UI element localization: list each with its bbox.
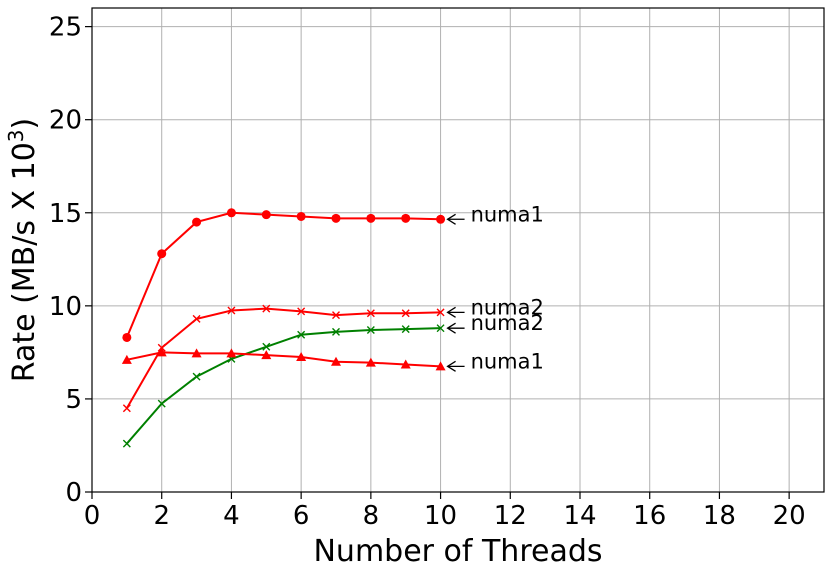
series-layer [121,208,446,448]
series-line [125,307,441,409]
data-point-circle [122,332,132,342]
y-tick-label: 20 [49,106,82,136]
grid [91,8,824,493]
data-point-triangle [156,347,167,357]
data-point-triangle [191,348,202,358]
data-point-circle [157,249,167,259]
data-point-circle [261,210,271,220]
annotation: numa2 [446,295,544,319]
data-point-x [192,314,201,323]
y-tick-label: 25 [49,13,82,43]
data-point-x [157,399,166,408]
x-tick-label: 18 [703,501,736,531]
annotation-label: numa1 [471,349,544,373]
data-point-x [332,327,340,336]
series-1 [122,208,446,342]
annotation-label: numa2 [471,311,544,335]
data-point-triangle [435,361,446,371]
data-point-x [436,324,445,333]
annotation-arrowhead [446,306,456,318]
plot-frame [91,7,825,493]
annotation-arrowhead [446,360,456,372]
x-tick-label: 6 [293,501,310,531]
data-point-circle [296,211,306,221]
y-tick-label: 10 [49,292,82,322]
x-tick-label: 10 [424,501,457,531]
data-point-triangle [226,348,237,358]
data-point-circle [401,213,411,223]
data-point-x [297,307,306,316]
data-point-x [227,306,236,315]
annotation: numa1 [446,349,544,373]
data-point-triangle [331,356,341,366]
annotation: numa2 [446,311,544,335]
series-3 [122,324,445,448]
annotation: numa1 [446,202,544,226]
x-tick-label: 16 [633,501,666,531]
data-point-x [366,326,375,335]
y-tick-label: 15 [49,199,82,229]
data-point-x [436,308,445,317]
data-point-x [401,325,410,334]
data-point-circle [226,208,236,218]
data-point-x [262,342,271,351]
data-point-circle [436,214,446,224]
data-point-x [122,439,131,448]
data-point-triangle [296,352,307,362]
y-tick-label: 0 [65,478,82,508]
series-line [126,351,441,368]
x-tick-label: 8 [363,501,380,531]
x-axis-label: Number of Threads [313,534,602,569]
series-line [125,211,441,338]
x-tick-label: 2 [153,501,170,531]
series-2 [122,304,445,413]
annotation-label: numa2 [471,295,544,319]
data-point-triangle [261,350,272,360]
y-axis-label-sup: 3 [4,129,28,142]
axis-ticks: 0 2 4 6 8 10 12 14 16 18 20 0 5 10 15 20 25 [49,13,806,531]
data-point-x [192,372,201,381]
series-4 [121,347,446,371]
y-axis-label-close: ) [7,118,42,130]
data-point-x [332,311,340,320]
y-axis-label: Rate (MB/s X 103) [4,118,42,382]
data-point-x [122,404,131,413]
series-line [126,327,441,445]
x-tick-label: 12 [494,501,527,531]
data-point-x [366,309,375,318]
y-axis-label-main: Rate (MB/s X 10 [7,142,42,382]
x-tick-label: 4 [223,501,240,531]
data-point-x [297,330,306,339]
data-point-circle [331,213,341,223]
x-tick-label: 0 [84,501,101,531]
data-point-triangle [400,359,411,369]
data-point-triangle [365,357,376,367]
x-tick-label: 14 [563,501,596,531]
x-tick-label: 20 [773,501,806,531]
data-point-x [401,309,410,318]
y-tick-label: 5 [65,385,82,415]
data-point-circle [366,213,376,223]
data-point-circle [192,217,202,227]
data-point-x [262,304,271,313]
annotation-arrowhead [446,213,456,225]
data-point-triangle [121,354,132,364]
annotation-arrowhead [446,322,456,334]
annotation-label: numa1 [471,202,544,226]
